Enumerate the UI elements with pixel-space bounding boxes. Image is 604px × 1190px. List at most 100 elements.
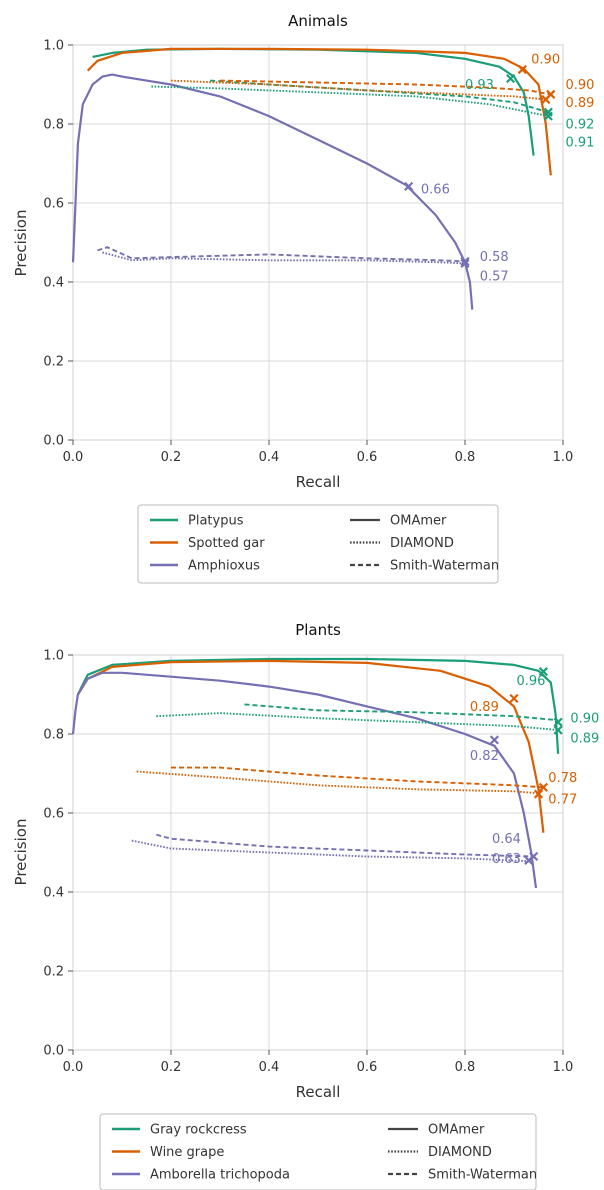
legend: Gray rockcress Wine grape Amborella tricho… — [99, 1113, 537, 1190]
y-tick-label: 0.6 — [43, 197, 64, 212]
legend-entry: Platypus — [188, 514, 244, 529]
plot-frame — [72, 44, 564, 441]
series-line-spotted-gar-omamer — [86, 47, 552, 176]
x-tick-label: 0.6 — [357, 1060, 378, 1075]
x-tick-label: 0.8 — [455, 450, 476, 465]
series-line-amphioxus-diamond — [102, 251, 466, 265]
operating-point-marker — [404, 181, 414, 191]
series-line-platypus-omamer — [92, 47, 535, 156]
score-label: 0.58 — [480, 250, 509, 265]
x-tick-label: 0.4 — [259, 450, 280, 465]
y-tick-label: 0.0 — [43, 1044, 64, 1059]
x-tick-label: 0.2 — [161, 450, 182, 465]
y-tick-label: 0.8 — [43, 118, 64, 133]
score-label: 0.96 — [516, 674, 545, 689]
series-line-spotted-gar-smith-waterman — [219, 79, 551, 96]
series-line-amphioxus-omamer — [71, 73, 474, 310]
x-tick-label: 0.6 — [357, 450, 378, 465]
operating-point-marker — [533, 789, 544, 799]
operating-point-marker — [543, 107, 553, 117]
operating-point-marker — [460, 256, 470, 267]
legend-frame — [99, 1113, 537, 1190]
score-label: 0.77 — [548, 793, 577, 808]
y-tick-label: 0.4 — [43, 886, 64, 901]
score-label: 0.93 — [465, 78, 494, 93]
operating-point-marker — [505, 73, 516, 84]
operating-point-marker — [553, 725, 563, 735]
legend-frame — [137, 504, 499, 584]
series-line-wine-grape-diamond — [136, 770, 539, 795]
operating-point-marker — [517, 64, 527, 75]
score-label: 0.91 — [565, 135, 594, 150]
score-label: 0.90 — [570, 712, 599, 727]
legend-entry: OMAmer — [428, 1123, 485, 1138]
chart-title: Plants — [295, 621, 341, 639]
y-tick-label: 0.2 — [43, 965, 64, 980]
series-line-amborella-trichopoda-omamer — [71, 671, 538, 889]
y-tick-label: 1.0 — [43, 39, 64, 54]
animals-chart: Animals 0.0 0.2 0.4 0.6 0.8 1.00.00.20.40.60.… — [12, 12, 594, 584]
operating-point-marker — [546, 89, 556, 99]
y-tick-label: 0.6 — [43, 807, 64, 822]
x-axis-label: Recall — [296, 473, 341, 491]
score-label: 0.57 — [480, 270, 509, 285]
plot-frame — [72, 654, 564, 1051]
x-tick-label: 0.4 — [259, 1060, 280, 1075]
series-line-platypus-diamond — [151, 85, 549, 118]
y-axis-label: Precision — [12, 210, 30, 277]
score-label: 0.82 — [470, 749, 499, 764]
x-tick-label: 1.0 — [553, 450, 574, 465]
legend-entry: Wine grape — [150, 1145, 224, 1160]
legend-entry: Smith-Waterman — [428, 1168, 537, 1183]
x-tick-label: 0.0 — [63, 1060, 84, 1075]
score-label: 0.66 — [421, 183, 450, 198]
score-label: 0.90 — [531, 52, 560, 67]
y-tick-label: 0.8 — [43, 728, 64, 743]
chart-title: Animals — [288, 12, 348, 30]
operating-point-marker — [460, 258, 470, 269]
operating-point-marker — [553, 717, 563, 727]
x-tick-label: 0.0 — [63, 450, 84, 465]
x-tick-label: 0.8 — [455, 1060, 476, 1075]
x-tick-label: 0.2 — [161, 1060, 182, 1075]
legend-entry: DIAMOND — [428, 1145, 492, 1160]
score-label: 0.89 — [570, 731, 599, 746]
legend: Platypus Spotted gar Amphioxus OMAmer DIAMON… — [137, 504, 499, 584]
legend-entry: OMAmer — [390, 514, 447, 529]
operating-point-marker — [509, 693, 519, 704]
legend-entry: DIAMOND — [390, 536, 454, 551]
score-label: 0.63 — [492, 852, 521, 867]
operating-point-marker — [529, 851, 539, 862]
plants-chart: Plants 0.0 0.2 0.4 0.6 0.8 1.0 0.0 0.2 0.4 0.6 0.8… — [12, 621, 599, 1190]
plot-area: 0.0 0.2 0.4 0.6 0.8 1.0 0.0 0.2 0.4 0.6 0.8 1.0 0.96… — [43, 649, 599, 1076]
legend-entry: Gray rockcress — [150, 1123, 247, 1138]
score-label: 0.89 — [565, 96, 594, 111]
legend-entry: Amphioxus — [188, 559, 260, 574]
series-line-amborella-trichopoda-smith-waterman — [156, 833, 534, 858]
series-line-gray-rockcress-omamer — [76, 657, 560, 754]
score-label: 0.92 — [565, 118, 594, 133]
series-line-wine-grape-smith-waterman — [171, 766, 544, 789]
legend-entry: Spotted gar — [188, 536, 265, 551]
score-label: 0.89 — [470, 700, 499, 715]
operating-point-marker — [538, 667, 548, 677]
score-label: 0.90 — [565, 78, 594, 93]
plot-area: 0.0 0.2 0.4 0.6 0.8 1.0 0.0 0.2 0.4 0.6 0.8 1.0 0.90… — [43, 39, 594, 466]
x-tick-label: 1.0 — [553, 1060, 574, 1075]
y-tick-label: 1.0 — [43, 649, 64, 664]
x-axis-label: Recall — [296, 1083, 341, 1101]
y-axis-label: Precision — [12, 819, 30, 886]
score-label: 0.78 — [548, 771, 577, 786]
operating-point-marker — [538, 782, 548, 792]
series-line-wine-grape-omamer — [76, 659, 545, 833]
series-line-gray-rockcress-diamond — [156, 712, 559, 731]
operating-point-marker — [489, 735, 499, 745]
legend-entry: Smith-Waterman — [390, 559, 499, 574]
series-line-amborella-trichopoda-diamond — [131, 839, 529, 863]
score-label: 0.64 — [492, 832, 521, 847]
y-tick-label: 0.2 — [43, 355, 64, 370]
y-tick-label: 0.0 — [43, 434, 64, 449]
legend-entry: Amborella trichopoda — [150, 1168, 290, 1183]
series-line-gray-rockcress-smith-waterman — [244, 703, 559, 722]
